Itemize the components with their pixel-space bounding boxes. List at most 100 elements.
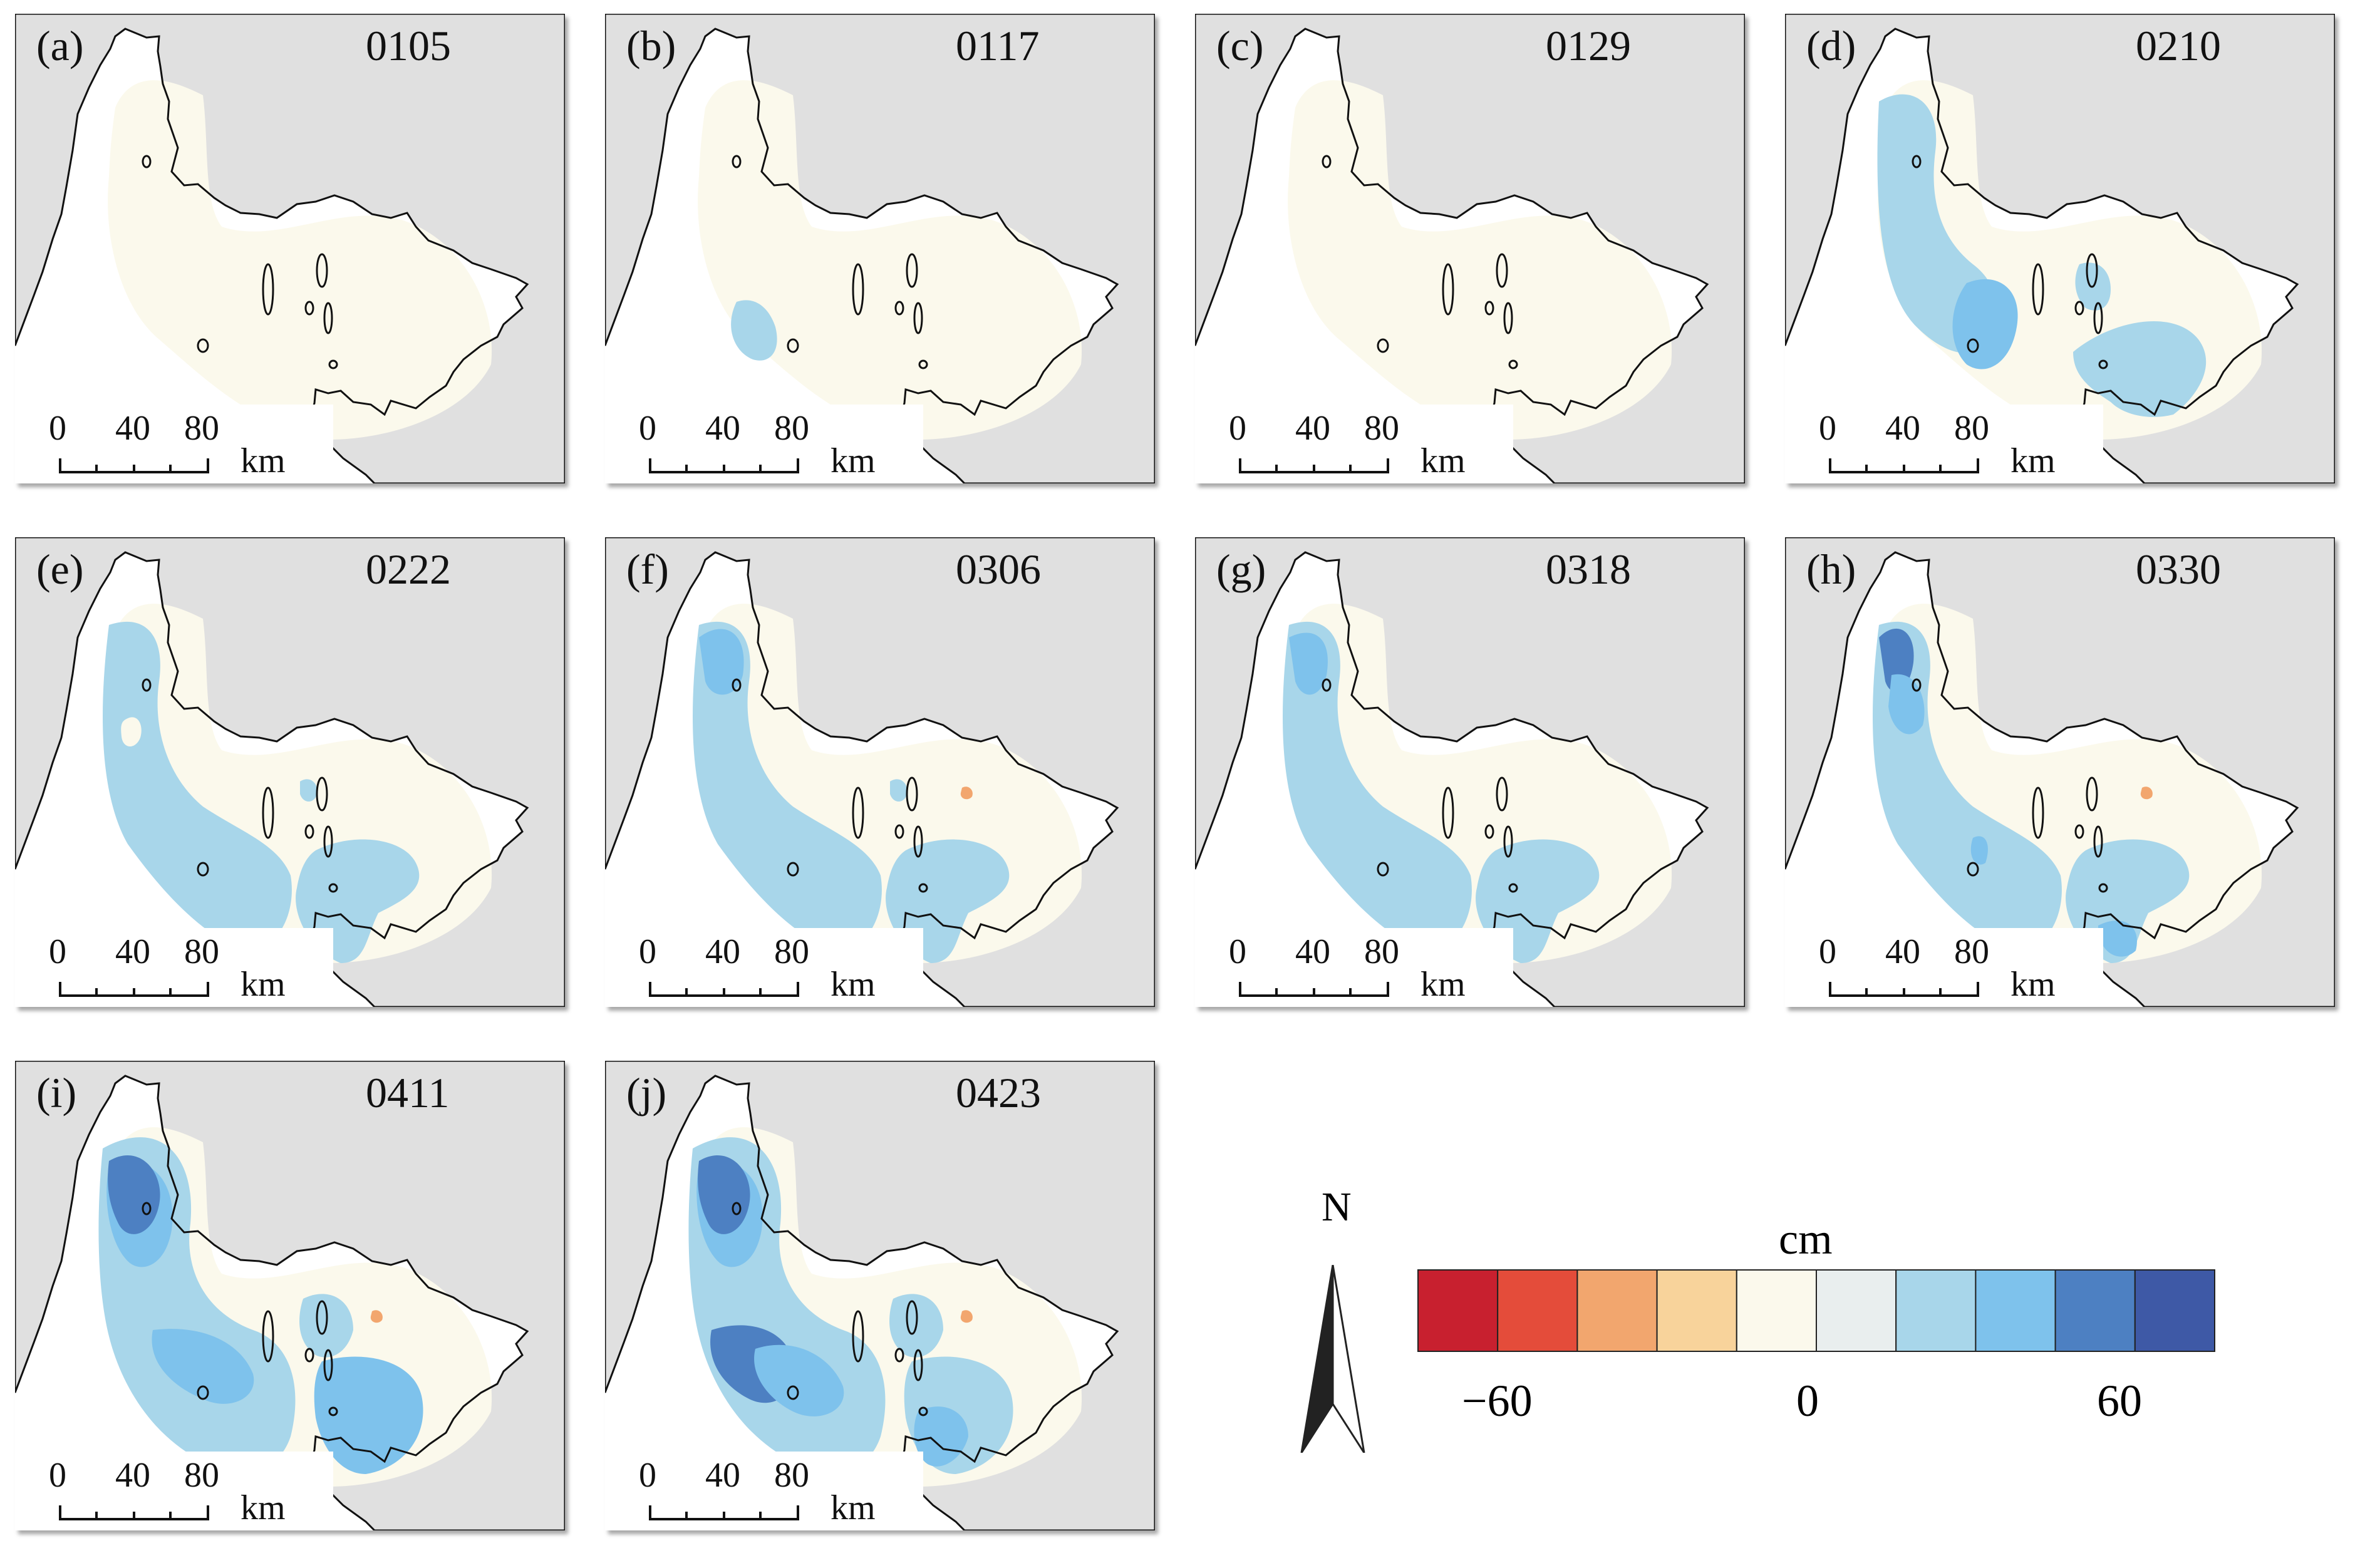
scale-bar-line <box>1239 982 1389 997</box>
north-label: N <box>1322 1184 1352 1230</box>
island <box>906 776 918 812</box>
legend-color-bar <box>1417 1269 2216 1352</box>
coastline <box>1785 14 2335 483</box>
scale-tick-label: 40 <box>115 932 150 971</box>
scale-tick-label: 0 <box>49 409 66 448</box>
island <box>1912 678 1922 692</box>
island <box>913 825 923 858</box>
sea-area <box>1195 14 1745 483</box>
panel-date: 0105 <box>366 22 451 70</box>
map-panel: (h) 0330 0 40 80 km <box>1785 537 2335 1007</box>
island <box>323 302 333 334</box>
island <box>304 1348 314 1363</box>
scale-tick-label: 40 <box>1295 932 1330 971</box>
island <box>304 824 314 839</box>
island <box>262 787 274 839</box>
island <box>197 862 209 877</box>
island <box>787 862 799 877</box>
panel-letter: (a) <box>36 22 84 70</box>
island <box>262 263 274 316</box>
scale-bar-line <box>649 1505 799 1520</box>
scale-unit: km <box>831 965 876 1004</box>
island <box>894 301 904 316</box>
island <box>197 338 209 353</box>
coastline <box>605 14 1155 483</box>
coastline <box>1785 537 2335 1007</box>
map-panel: (i) 0411 0 40 80 km <box>15 1061 565 1530</box>
deformation-zone <box>2098 921 2137 957</box>
island <box>142 155 152 168</box>
panel-letter: (d) <box>1806 22 1856 70</box>
panel-date: 0210 <box>2136 22 2221 70</box>
island <box>323 1349 333 1381</box>
scale-unit: km <box>831 1488 876 1527</box>
deformation-zone <box>103 621 292 951</box>
panel-date: 0423 <box>956 1069 1041 1117</box>
island <box>1442 787 1454 839</box>
island <box>2086 776 2098 812</box>
scale-unit: km <box>1420 965 1466 1004</box>
scale-tick-label: 80 <box>1364 409 1399 448</box>
scale-tick-label: 0 <box>639 932 656 971</box>
island <box>894 824 904 839</box>
island <box>2032 263 2044 316</box>
deformation-map <box>15 1061 565 1530</box>
scale-tick-label: 80 <box>774 409 809 448</box>
scale-bar-line <box>59 458 209 473</box>
scale-unit: km <box>2010 965 2056 1004</box>
map-panel: (b) 0117 0 40 80 km <box>605 14 1155 483</box>
panel-date: 0330 <box>2136 545 2221 593</box>
stable-zone <box>108 80 492 440</box>
sea-area <box>1785 14 2335 483</box>
island <box>1377 338 1389 353</box>
panel-date: 0306 <box>956 545 1041 593</box>
scale-bar-line <box>1829 982 1979 997</box>
deformation-zone <box>754 1344 844 1416</box>
scale-bar: 0 40 80 km <box>605 405 923 483</box>
map-panel: (a) 0105 0 40 80 km <box>15 14 565 483</box>
island <box>1508 883 1518 893</box>
scale-tick-label: 80 <box>184 1456 219 1495</box>
scale-tick-label: 80 <box>774 932 809 971</box>
scale-tick-label: 0 <box>1819 409 1836 448</box>
deformation-zone <box>370 1310 383 1323</box>
deformation-zone <box>314 1356 423 1474</box>
panel-date: 0411 <box>366 1069 450 1117</box>
north-arrow-icon <box>1300 1265 1365 1453</box>
scale-tick-label: 80 <box>1954 932 1989 971</box>
map-panel: (c) 0129 0 40 80 km <box>1195 14 1745 483</box>
scale-tick-label: 0 <box>1229 409 1246 448</box>
island <box>732 1202 742 1215</box>
scale-bar: 0 40 80 km <box>15 1452 333 1530</box>
coastline <box>605 537 1155 1007</box>
island <box>918 359 928 369</box>
island <box>316 253 328 288</box>
legend-swatch <box>2134 1269 2216 1352</box>
scale-bar-line <box>1239 458 1389 473</box>
island <box>2098 883 2108 893</box>
scale-tick-label: 0 <box>1229 932 1246 971</box>
island <box>732 155 742 168</box>
island <box>2074 824 2084 839</box>
scale-bar-line <box>59 982 209 997</box>
island <box>1508 359 1518 369</box>
island <box>316 1300 328 1335</box>
scale-tick-label: 40 <box>1885 932 1920 971</box>
deformation-map <box>1195 537 1745 1007</box>
island <box>787 338 799 353</box>
island <box>852 787 864 839</box>
island <box>918 1406 928 1416</box>
panel-letter: (g) <box>1216 545 1266 593</box>
island <box>852 1310 864 1363</box>
scale-bar: 0 40 80 km <box>1785 928 2103 1007</box>
sea-area <box>1785 537 2335 1007</box>
scale-tick-label: 40 <box>705 409 740 448</box>
legend-swatch <box>1816 1269 1897 1352</box>
legend-swatch <box>1497 1269 1578 1352</box>
deformation-zone <box>960 787 973 800</box>
island <box>328 1406 338 1416</box>
scale-tick-label: 80 <box>1364 932 1399 971</box>
scale-bar: 0 40 80 km <box>1195 928 1513 1007</box>
deformation-zone <box>121 717 142 747</box>
coastline <box>1195 14 1745 483</box>
